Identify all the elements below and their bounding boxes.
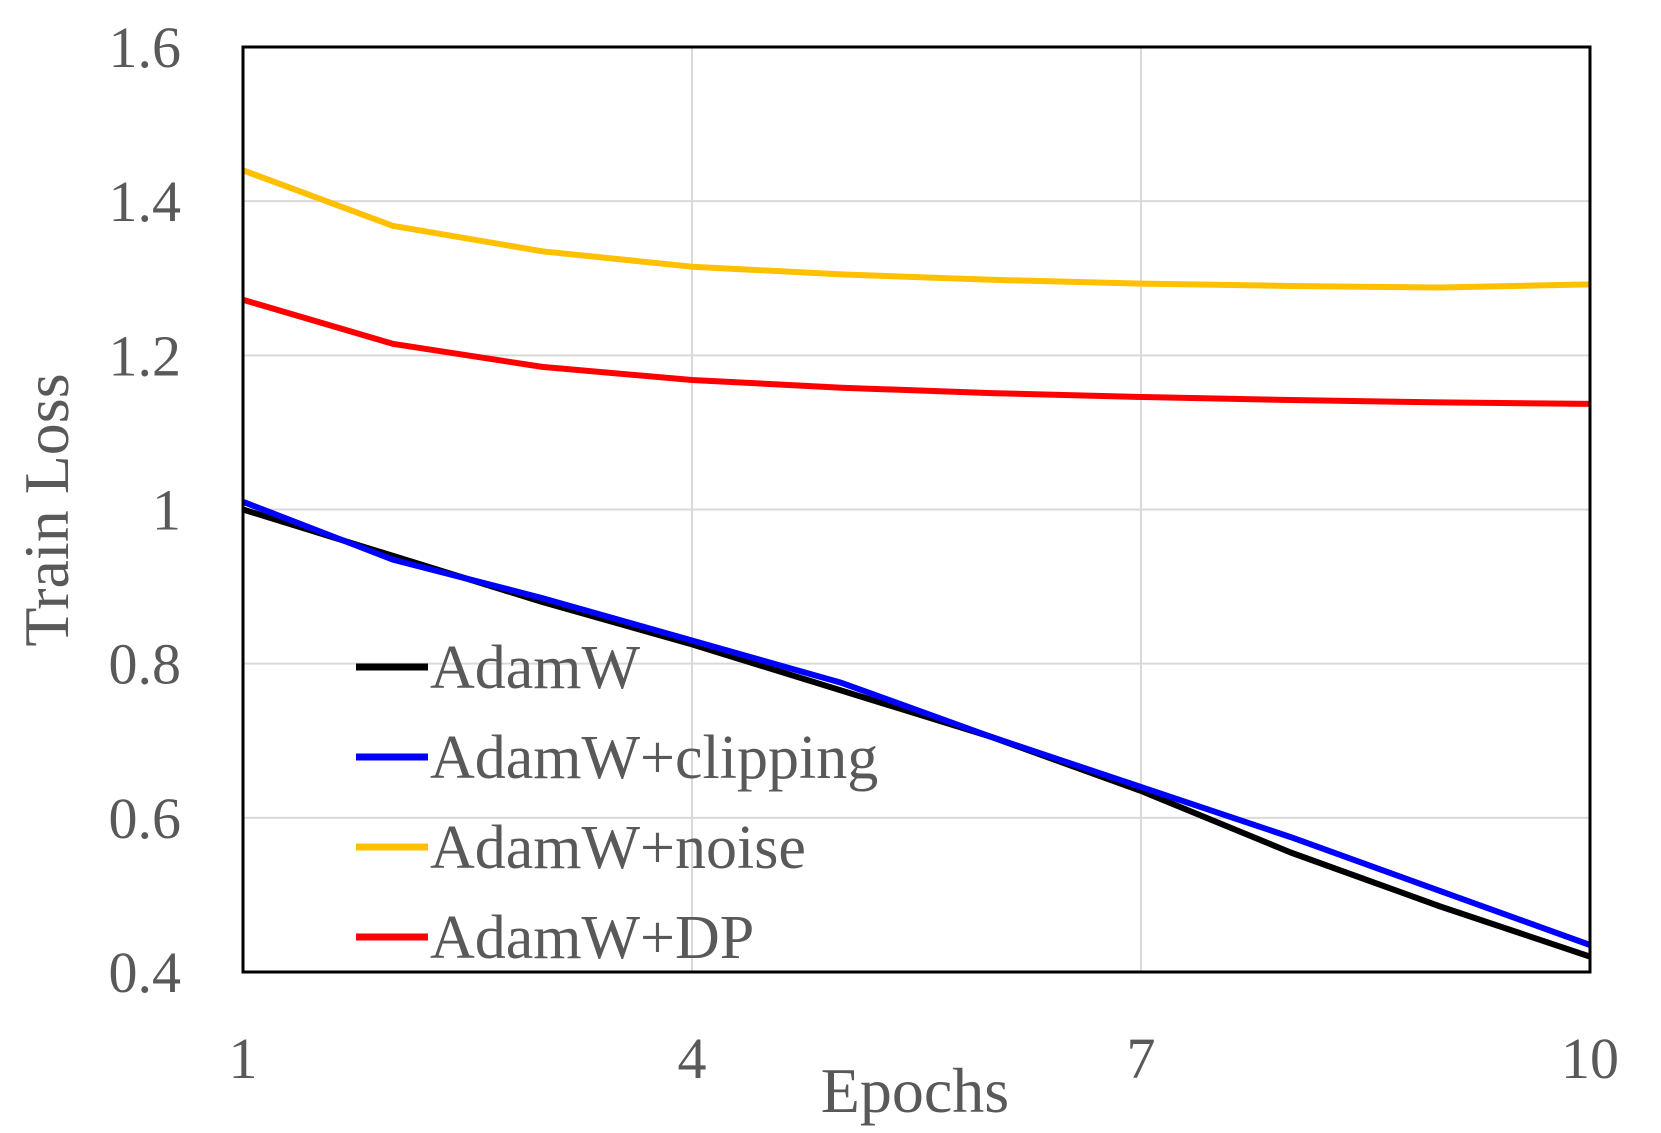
legend-label: AdamW+noise: [430, 814, 806, 882]
x-axis-title: Epochs: [821, 1055, 1009, 1126]
x-tick-label: 4: [678, 1026, 707, 1091]
series-lines: [241, 167, 1592, 960]
legend-label: AdamW+clipping: [430, 724, 878, 792]
legend: AdamW AdamW+clipping AdamW+noise AdamW+DP: [356, 634, 878, 972]
y-tick-label: 0.8: [109, 632, 182, 697]
y-tick-label: 1: [152, 478, 181, 543]
y-tick-label: 0.6: [109, 786, 182, 851]
y-tick-label: 1.4: [109, 169, 182, 234]
plot-area: [241, 45, 1592, 974]
x-axis-ticks: 1 4 7 10: [229, 1026, 1620, 1091]
legend-label: AdamW: [430, 634, 641, 702]
series-line-adamw-clipping: [241, 499, 1592, 948]
y-axis-ticks: 0.4 0.6 0.8 1 1.2 1.4 1.6: [109, 15, 182, 1005]
series-line-adamw-dp: [242, 296, 1591, 407]
y-tick-label: 0.4: [109, 940, 182, 1005]
x-tick-label: 1: [229, 1026, 258, 1091]
x-tick-label: 7: [1127, 1026, 1156, 1091]
legend-label: AdamW+DP: [430, 904, 754, 972]
y-axis-title: Train Loss: [11, 373, 82, 646]
y-tick-label: 1.6: [109, 15, 182, 80]
x-tick-label: 10: [1561, 1026, 1619, 1091]
series-line-adamw-noise: [241, 167, 1591, 291]
y-tick-label: 1.2: [109, 323, 182, 388]
